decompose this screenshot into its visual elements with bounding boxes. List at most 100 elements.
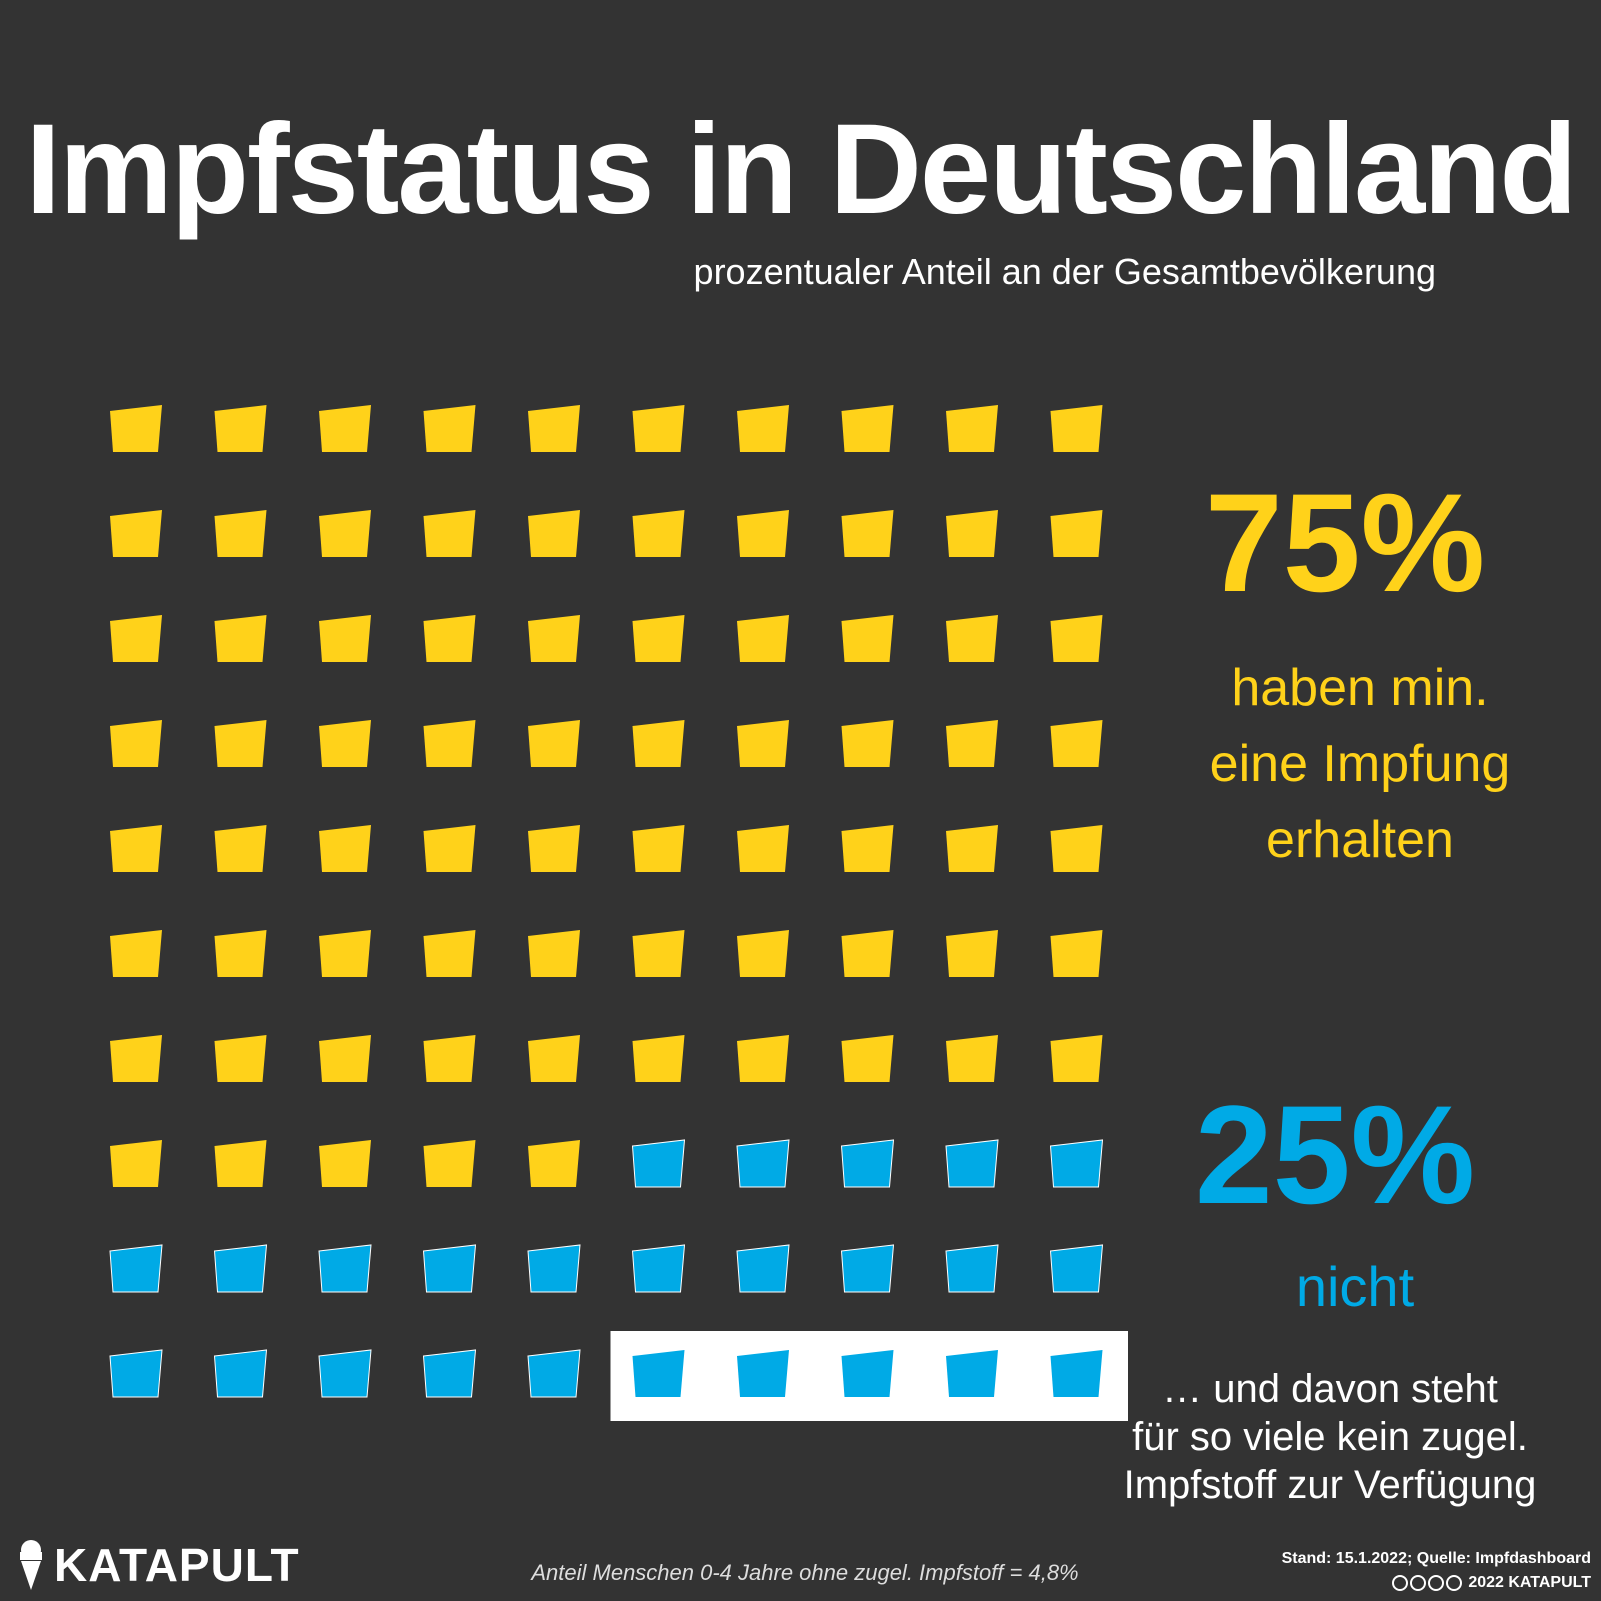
- not-vaccinated-unit: [109, 1349, 163, 1398]
- vaccinated-unit: [319, 1140, 371, 1187]
- vaccinated-unit: [1050, 615, 1103, 662]
- not-vaccinated-unit: [736, 1244, 790, 1293]
- no-vaccine-unit: [946, 1350, 998, 1397]
- vaccinated-unit: [214, 510, 267, 557]
- vaccinated-unit: [737, 510, 789, 557]
- vaccinated-unit: [423, 825, 476, 872]
- note-line: für so viele kein zugel.: [1132, 1415, 1528, 1459]
- vaccinated-unit: [528, 510, 580, 557]
- source-line: Stand: 15.1.2022; Quelle: Impfdashboard: [1281, 1550, 1591, 1567]
- vaccinated-unit: [946, 615, 998, 662]
- nc-icon: [1428, 1575, 1445, 1591]
- vaccinated-unit: [110, 930, 162, 977]
- not-vaccinated-unit: [631, 1139, 686, 1188]
- vaccinated-unit: [841, 930, 894, 977]
- vaccinated-unit: [528, 930, 580, 977]
- vaccinated-unit: [632, 1035, 685, 1082]
- vaccinated-unit: [214, 825, 267, 872]
- vaccinated-unit: [841, 1035, 894, 1082]
- vaccinated-unit: [946, 930, 998, 977]
- not-vaccinated-unit: [527, 1349, 581, 1398]
- vaccinated-unit: [632, 825, 685, 872]
- vaccinated-unit: [946, 510, 998, 557]
- vaccinated-unit: [737, 615, 789, 662]
- vaccinated-unit: [423, 1035, 476, 1082]
- license-line: 2022 KATAPULT: [1392, 1572, 1591, 1594]
- not-vaccinated-label: nicht: [1295, 1255, 1415, 1318]
- vaccinated-unit: [214, 615, 267, 662]
- vaccinated-unit: [423, 1140, 476, 1187]
- no-vaccine-unit: [737, 1350, 789, 1397]
- vaccinated-unit: [110, 720, 162, 767]
- vaccinated-label: haben min. eine Impfung erhalten: [1160, 650, 1560, 878]
- vaccinated-unit: [528, 1140, 580, 1187]
- not-vaccinated-unit: [840, 1139, 895, 1188]
- chart-title: Impfstatus in Deutschland: [25, 98, 1577, 241]
- vaccinated-unit: [319, 720, 371, 767]
- vaccinated-unit: [1050, 825, 1103, 872]
- not-vaccinated-unit: [945, 1244, 999, 1293]
- vaccinated-unit: [1050, 510, 1103, 557]
- vaccinated-unit: [110, 405, 162, 452]
- vaccinated-unit: [214, 720, 267, 767]
- vaccinated-unit: [841, 615, 894, 662]
- vaccinated-unit: [632, 930, 685, 977]
- vaccinated-unit: [319, 615, 371, 662]
- vaccinated-unit: [528, 720, 580, 767]
- vaccinated-unit: [528, 825, 580, 872]
- not-vaccinated-unit: [422, 1349, 477, 1398]
- no-vaccine-unit: [632, 1350, 685, 1397]
- vaccinated-unit: [841, 510, 894, 557]
- vaccinated-unit: [423, 930, 476, 977]
- footnote: Anteil Menschen 0-4 Jahre ohne zugel. Im…: [531, 1560, 1079, 1585]
- not-vaccinated-unit: [631, 1244, 686, 1293]
- vaccinated-unit: [737, 1035, 789, 1082]
- vaccinated-unit: [110, 1140, 162, 1187]
- logo-text: KATAPULT: [54, 1539, 300, 1591]
- vaccinated-unit: [110, 1035, 162, 1082]
- vaccinated-unit: [214, 1035, 267, 1082]
- no-vaccine-unit: [1050, 1350, 1103, 1397]
- by-icon: [1410, 1575, 1427, 1591]
- vaccinated-unit: [319, 510, 371, 557]
- vaccinated-unit: [946, 405, 998, 452]
- vaccinated-label-line: haben min.: [1231, 659, 1489, 717]
- vaccinated-unit: [737, 405, 789, 452]
- not-vaccinated-unit: [527, 1244, 581, 1293]
- vaccinated-unit: [214, 1140, 267, 1187]
- vaccinated-unit: [423, 720, 476, 767]
- vaccinated-unit: [737, 825, 789, 872]
- vaccinated-unit: [946, 720, 998, 767]
- note-line: Impfstoff zur Verfügung: [1123, 1463, 1537, 1507]
- vaccinated-percentage: 75%: [1204, 464, 1486, 621]
- vaccinated-unit: [423, 615, 476, 662]
- vaccinated-unit: [632, 405, 685, 452]
- vaccinated-unit: [632, 720, 685, 767]
- vaccinated-unit: [1050, 405, 1103, 452]
- vaccinated-unit: [841, 405, 894, 452]
- vaccinated-unit: [319, 930, 371, 977]
- vaccinated-unit: [737, 930, 789, 977]
- not-vaccinated-percentage: 25%: [1194, 1076, 1476, 1233]
- note-line: … und davon steht: [1162, 1367, 1498, 1411]
- vaccinated-unit: [1050, 930, 1103, 977]
- ice-cream-cone-icon: [20, 1540, 42, 1590]
- not-vaccinated-unit: [109, 1244, 163, 1293]
- cc-icon: [1392, 1575, 1409, 1591]
- not-vaccinated-unit: [945, 1139, 999, 1188]
- vaccinated-unit: [528, 615, 580, 662]
- not-vaccinated-unit: [1049, 1244, 1104, 1293]
- vaccinated-unit: [110, 615, 162, 662]
- vaccinated-unit: [528, 405, 580, 452]
- not-vaccinated-unit: [736, 1139, 790, 1188]
- not-vaccinated-unit: [422, 1244, 477, 1293]
- not-vaccinated-unit: [318, 1349, 372, 1398]
- not-vaccinated-unit: [1049, 1139, 1104, 1188]
- chart-subtitle: prozentualer Anteil an der Gesamtbevölke…: [693, 251, 1436, 292]
- vaccinated-unit: [632, 615, 685, 662]
- vaccinated-unit: [319, 825, 371, 872]
- vaccinated-unit: [528, 1035, 580, 1082]
- vaccinated-unit: [214, 405, 267, 452]
- vaccinated-unit: [737, 720, 789, 767]
